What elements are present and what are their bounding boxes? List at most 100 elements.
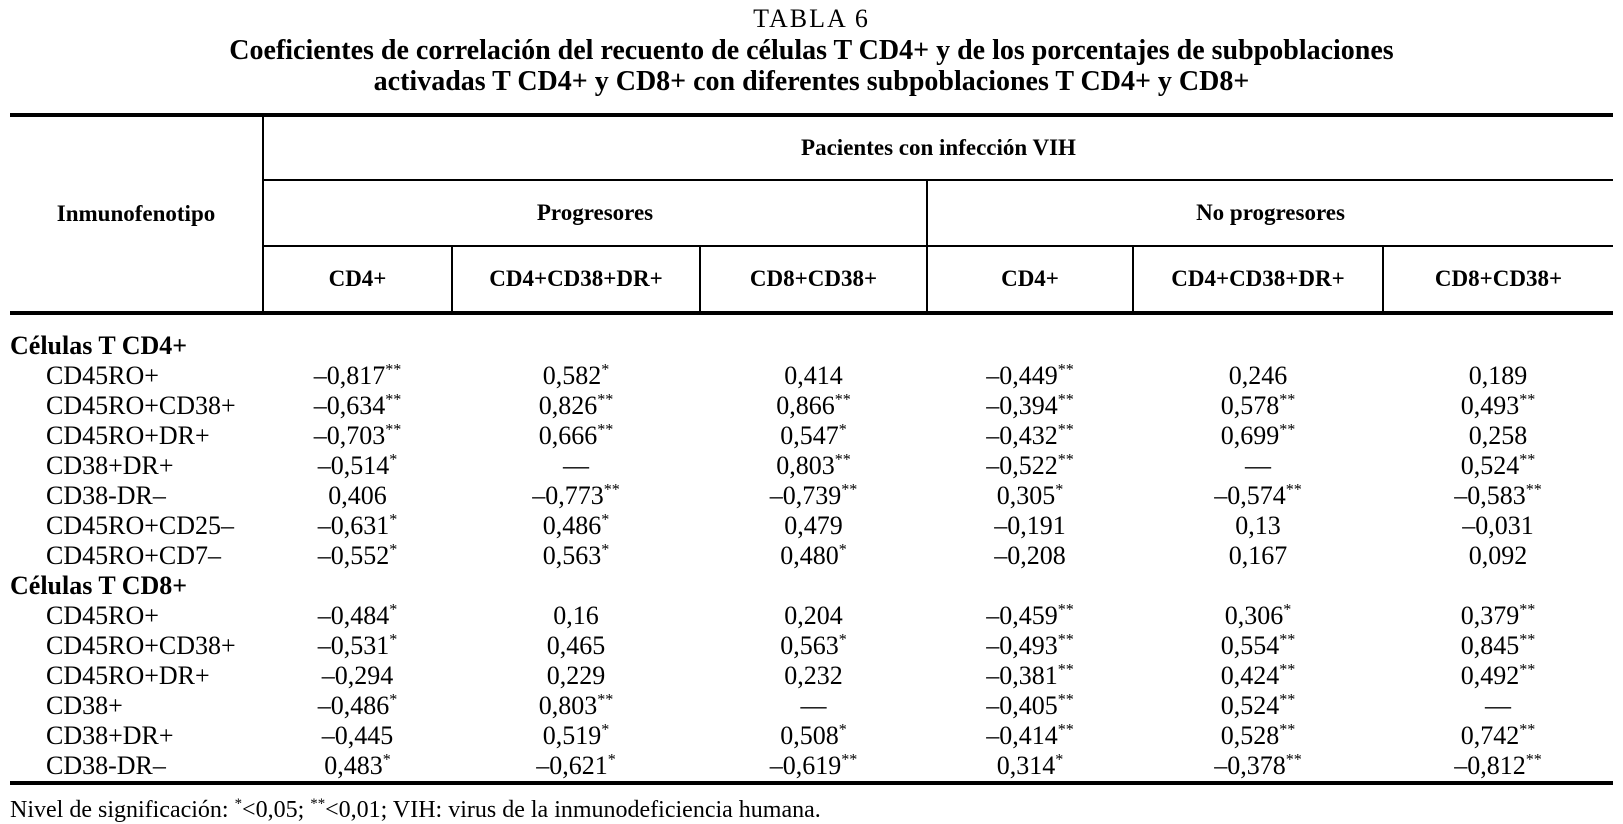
value-cell: –0,634** <box>313 391 402 420</box>
row-label: CD45RO+DR+ <box>46 421 210 450</box>
value-cell: 0,314* <box>996 751 1064 780</box>
column-header-noprog-cd8cd38: CD8+CD38+ <box>1382 246 1613 315</box>
table-body: Células T CD4+ CD45RO+ –0,817** 0,582* 0,414… <box>10 313 1613 783</box>
value-cell: –0,552* <box>317 541 398 570</box>
value-cell: 0,803** <box>776 451 851 480</box>
table-row: CD45RO+ –0,817** 0,582* 0,414 –0,449** 0,246 0… <box>10 361 1613 391</box>
value-cell: 0,519* <box>542 721 610 750</box>
table-row: CD38-DR– 0,406 –0,773** –0,739** 0,305* –0,57… <box>10 481 1613 511</box>
value-cell: –0,294 <box>321 661 394 690</box>
value-cell: –0,208 <box>994 541 1066 570</box>
value-cell: 0,406 <box>328 481 387 510</box>
row-label: CD45RO+ <box>46 601 159 630</box>
value-cell: –0,514* <box>317 451 398 480</box>
table-row: CD45RO+ –0,484* 0,16 0,204 –0,459** 0,306* 0,3… <box>10 601 1613 631</box>
value-cell: 0,563* <box>542 541 610 570</box>
row-label: CD38-DR– <box>46 481 166 510</box>
header-row-groups: Progresores No progresores <box>10 180 1613 247</box>
value-cell: — <box>1485 691 1511 720</box>
value-cell: –0,378** <box>1214 751 1302 780</box>
column-header-noprog-cd4: CD4+ <box>926 246 1133 315</box>
value-cell: –0,405** <box>986 691 1074 720</box>
group-header-progresores: Progresores <box>263 180 927 247</box>
value-cell: 0,493** <box>1460 391 1536 420</box>
value-cell: 0,866** <box>776 391 851 420</box>
table-row: CD38-DR– 0,483* –0,621* –0,619** 0,314* –0,37… <box>10 751 1613 783</box>
value-cell: 0,803** <box>538 691 614 720</box>
value-cell: 0,465 <box>546 631 606 660</box>
value-cell: –0,459** <box>986 601 1074 630</box>
value-cell: 0,524** <box>1220 691 1296 720</box>
value-cell: –0,432** <box>986 421 1074 450</box>
table-row: CD45RO+DR+ –0,703** 0,666** 0,547* –0,432** 0… <box>10 421 1613 451</box>
value-cell: 0,092 <box>1468 541 1528 570</box>
table-row: CD38+DR+ –0,445 0,519* 0,508* –0,414** 0,528*… <box>10 721 1613 751</box>
column-header-noprog-cd4cd38dr: CD4+CD38+DR+ <box>1132 246 1383 315</box>
value-cell: 0,699** <box>1220 421 1296 450</box>
value-cell: 0,554** <box>1220 631 1296 660</box>
table-row: CD45RO+CD38+ –0,531* 0,465 0,563* –0,493** 0,… <box>10 631 1613 661</box>
value-cell: –0,817** <box>313 361 402 390</box>
row-label: CD45RO+ <box>46 361 159 390</box>
row-label: CD45RO+CD38+ <box>46 391 236 420</box>
value-cell: 0,483* <box>324 751 391 780</box>
column-header-prog-cd4: CD4+ <box>262 246 452 315</box>
table-title-line-2: activadas T CD4+ y CD8+ con diferentes s… <box>373 66 1250 97</box>
value-cell: — <box>563 451 589 480</box>
column-header-prog-cd8cd38: CD8+CD38+ <box>699 246 927 315</box>
value-cell: 0,232 <box>784 661 843 690</box>
value-cell: –0,493** <box>986 631 1074 660</box>
value-cell: 0,547* <box>780 421 847 450</box>
value-cell: 0,246 <box>1228 361 1288 390</box>
value-cell: –0,414** <box>986 721 1074 750</box>
header-row-patients: Inmunofenotipo Pacientes con infección V… <box>10 115 1613 315</box>
value-cell: 0,229 <box>546 661 606 690</box>
value-cell: 0,306* <box>1224 601 1292 630</box>
value-cell: –0,621* <box>536 751 616 780</box>
value-cell: 0,204 <box>784 601 843 630</box>
value-cell: 0,826** <box>538 391 614 420</box>
value-cell: –0,773** <box>532 481 620 510</box>
value-cell: –0,574** <box>1214 481 1302 510</box>
value-cell: 0,524** <box>1460 451 1536 480</box>
value-cell: 0,508* <box>780 721 847 750</box>
value-cell: 0,414 <box>784 361 843 390</box>
value-cell: –0,486* <box>317 691 398 720</box>
table-row: CD38+ –0,486* 0,803** — –0,405** 0,524** — <box>10 691 1613 721</box>
value-cell: –0,381** <box>986 661 1074 690</box>
row-label: CD45RO+CD25– <box>46 511 235 540</box>
value-cell: –0,583** <box>1454 481 1542 510</box>
value-cell: 0,492** <box>1460 661 1536 690</box>
value-cell: –0,531* <box>317 631 398 660</box>
row-label: CD38-DR– <box>46 751 166 780</box>
table-number: TABLA 6 <box>753 4 870 33</box>
value-cell: 0,528** <box>1220 721 1296 750</box>
value-cell: –0,703** <box>313 421 402 450</box>
value-cell: –0,449** <box>986 361 1074 390</box>
section-label: Células T CD4+ <box>10 331 188 360</box>
corner-header-inmunofenotipo: Inmunofenotipo <box>10 115 264 315</box>
value-cell: –0,739** <box>769 481 858 510</box>
value-cell: 0,486* <box>542 511 610 540</box>
row-label: CD38+DR+ <box>46 721 174 750</box>
value-cell: 0,845** <box>1460 631 1536 660</box>
row-label: CD38+ <box>46 691 123 720</box>
section-label: Células T CD8+ <box>10 571 188 600</box>
value-cell: 0,16 <box>553 601 599 630</box>
value-cell: –0,631* <box>317 511 398 540</box>
value-cell: 0,742** <box>1460 721 1536 750</box>
header-row-columns: CD4+ CD4+CD38+DR+ CD8+CD38+ CD4+ CD4+CD3… <box>10 246 1613 315</box>
section-header-row: Células T CD8+ <box>10 571 1613 601</box>
table-row: CD45RO+CD38+ –0,634** 0,826** 0,866** –0,394… <box>10 391 1613 421</box>
top-header-pacientes-vih: Pacientes con infección VIH <box>263 115 1613 181</box>
value-cell: 0,563* <box>780 631 847 660</box>
section-header-row: Células T CD4+ <box>10 313 1613 361</box>
group-header-no-progresores: No progresores <box>926 180 1613 247</box>
table-title-line-1: Coeficientes de correlación del recuento… <box>229 35 1394 66</box>
row-label: CD45RO+DR+ <box>46 661 210 690</box>
row-label: CD45RO+CD38+ <box>46 631 236 660</box>
value-cell: 0,379** <box>1460 601 1536 630</box>
value-cell: –0,191 <box>994 511 1066 540</box>
table-row: CD45RO+DR+ –0,294 0,229 0,232 –0,381** 0,424*… <box>10 661 1613 691</box>
